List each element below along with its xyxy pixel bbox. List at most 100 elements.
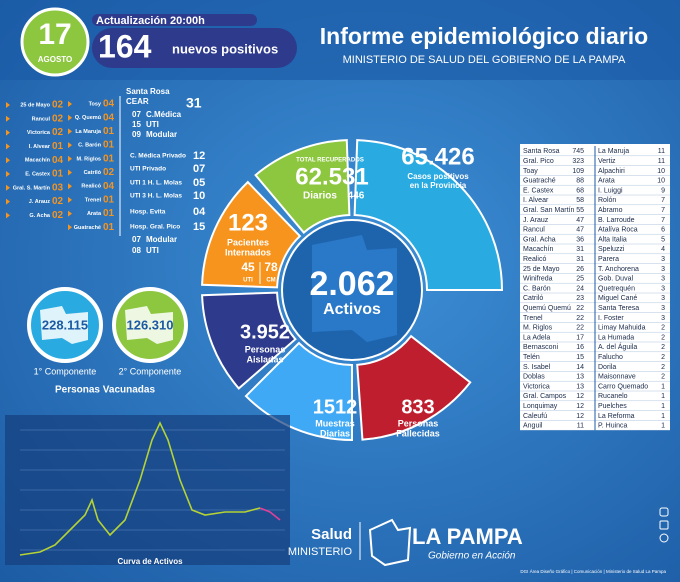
cases-label: Casos positivos xyxy=(407,172,469,181)
locality-count: 02 xyxy=(52,196,64,207)
count: 16 xyxy=(576,344,584,351)
locality: Parera xyxy=(598,256,619,263)
province-icon xyxy=(40,306,88,344)
locality: Alpachiri xyxy=(598,168,625,175)
recovered-segment xyxy=(254,139,351,234)
locality: Telén xyxy=(523,354,540,361)
hospital-label: C. Médica Privado xyxy=(130,153,186,160)
isolated-segment xyxy=(201,291,297,390)
locality-name: La Maruja xyxy=(75,129,102,135)
count: 68 xyxy=(576,187,584,194)
locality: Gral. San Martín xyxy=(523,207,574,214)
recovered-label: TOTAL RECUPERADOS xyxy=(296,158,364,164)
locality: Guatraché xyxy=(523,178,556,185)
detail-count: 07 xyxy=(132,110,141,119)
locality-name: Rancul xyxy=(32,116,51,122)
marker xyxy=(6,129,10,136)
locality-name: Realicó xyxy=(81,184,101,190)
locality-count: 01 xyxy=(103,153,115,164)
locality-name: 25 de Mayo xyxy=(20,102,50,108)
deaths-label: Fallecidas xyxy=(396,428,440,438)
month: AGOSTO xyxy=(38,55,73,64)
count: 23 xyxy=(576,295,584,302)
locality-count: 01 xyxy=(103,140,115,151)
marker xyxy=(6,115,10,122)
isolated-label: Aisladas xyxy=(246,354,283,364)
count: 6 xyxy=(661,227,665,234)
cases-value: 65.426 xyxy=(401,143,474,170)
cm-value: 78 xyxy=(264,260,278,274)
count: 4 xyxy=(661,246,665,253)
locality: Macachín xyxy=(523,246,553,253)
count: 2 xyxy=(661,334,665,341)
locality: I. Luiggi xyxy=(598,187,623,194)
new-positives: 164 xyxy=(98,28,152,64)
detail-count: 08 xyxy=(132,246,141,255)
count: 55 xyxy=(576,207,584,214)
marker xyxy=(68,224,72,231)
locality: Arata xyxy=(598,178,615,185)
locality: Winifreda xyxy=(523,276,553,283)
count: 31 xyxy=(576,246,584,253)
locality-count: 02 xyxy=(52,127,64,138)
count: 745 xyxy=(572,148,584,155)
locality-name: Guatraché xyxy=(74,225,101,231)
locality-name: Arata xyxy=(87,211,102,217)
recovered-daily-label: Diarios xyxy=(303,191,337,202)
cases-label: en la Provincia xyxy=(410,181,467,190)
province-icon xyxy=(125,306,173,344)
hospital-title: Santa Rosa xyxy=(126,87,170,96)
ministerio: MINISTERIO xyxy=(288,546,353,558)
locality-count: 02 xyxy=(52,113,64,124)
title: Informe epidemiológico diario xyxy=(320,23,648,49)
count: 36 xyxy=(576,236,584,243)
locality: La Reforma xyxy=(598,413,635,420)
locality: 25 de Mayo xyxy=(523,266,560,273)
count: 15 xyxy=(576,354,584,361)
hospital-subtitle: CEAR xyxy=(126,97,149,106)
count: 3 xyxy=(661,266,665,273)
locality-name: Gral. S. Martín xyxy=(13,185,51,191)
count: 31 xyxy=(576,256,584,263)
locality-count: 01 xyxy=(103,222,115,233)
active-curve xyxy=(19,421,261,556)
locality: Realicó xyxy=(523,256,546,263)
locality-count: 02 xyxy=(52,100,64,111)
marker xyxy=(6,198,10,205)
cases-segment xyxy=(353,139,504,291)
locality: Santa Rosa xyxy=(523,148,560,155)
locality: Anguil xyxy=(523,423,543,430)
detail-count: 15 xyxy=(132,120,141,129)
isolated-value: 3.952 xyxy=(240,321,290,343)
marker xyxy=(68,196,72,203)
locality-count: 02 xyxy=(52,210,64,221)
locality-count: 04 xyxy=(103,181,115,192)
la-pampa: LA PAMPA xyxy=(412,524,523,549)
locality-count: 01 xyxy=(103,195,115,206)
count: 10 xyxy=(657,178,665,185)
locality: Quetrequén xyxy=(598,285,635,292)
deaths-segment xyxy=(356,334,472,441)
marker xyxy=(6,184,10,191)
locality-name: Victorica xyxy=(27,130,51,136)
salud: Salud xyxy=(311,526,352,543)
update-time: Actualización 20:00h xyxy=(96,15,205,27)
locality: Toay xyxy=(523,168,538,175)
count: 3 xyxy=(661,256,665,263)
recovered-value: 62.531 xyxy=(295,163,368,190)
count: 7 xyxy=(661,217,665,224)
count: 12 xyxy=(576,413,584,420)
hospitalized-label: Pacientes xyxy=(227,237,269,247)
vaccine-title: Personas Vacunadas xyxy=(55,385,155,396)
count: 25 xyxy=(576,276,584,283)
detail-label: Modular xyxy=(146,130,177,139)
count: 2 xyxy=(661,344,665,351)
locality: Victorica xyxy=(523,383,550,390)
detail-label: UTI xyxy=(146,120,159,129)
detail-label: Modular xyxy=(146,235,177,244)
deaths-value: 833 xyxy=(401,396,434,418)
count: 2 xyxy=(661,354,665,361)
count: 7 xyxy=(661,197,665,204)
count: 22 xyxy=(576,325,584,332)
count: 26 xyxy=(576,266,584,273)
